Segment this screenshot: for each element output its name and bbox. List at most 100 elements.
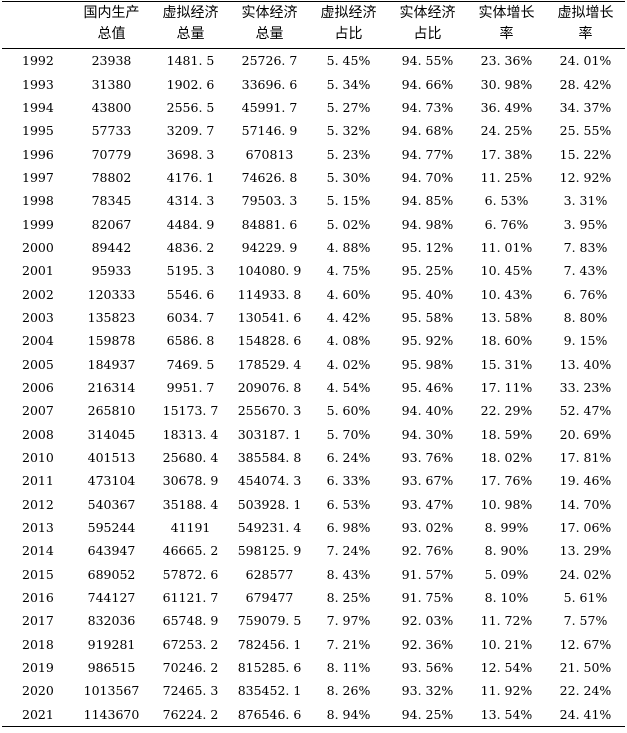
value-cell: 6. 53% [326,496,371,512]
table-row: 1995 57733 3209. 7 57146. 9 5. 32% 94. 68% 24.… [2,119,625,142]
value-cell: 1143670 [72,702,151,727]
value-cell: 835452. 1 [237,683,302,699]
table-row: 1997 78802 4176. 1 74626. 8 5. 30% 94. 70% 11.… [2,166,625,189]
value-cell: 4176. 1 [166,169,215,185]
value-cell: 57146. 9 [241,123,298,139]
value-cell: 14. 70% [559,496,612,512]
value-cell: 986515 [87,660,136,676]
value-cell: 22. 24% [559,683,612,699]
value-cell: 314045 [87,426,136,442]
value-cell: 265810 [87,403,136,419]
value-cell: 92. 03% [401,613,454,629]
value-cell: 5. 32% [326,123,371,139]
value-cell: 3698. 3 [166,146,215,162]
header-cell: 国内生产 [83,5,140,21]
value-cell: 1481. 5 [166,53,215,69]
value-cell: 18. 60% [480,333,533,349]
value-cell: 5. 61% [563,590,608,606]
value-cell: 6. 24% [326,450,371,466]
table-row: 1996 70779 3698. 3 670813 5. 23% 94. 77% 17. 3… [2,142,625,165]
value-cell: 5. 15% [326,193,371,209]
table-row: 2012 540367 35188. 4 503928. 1 6. 53% 93. 47%… [2,493,625,516]
value-cell: 11. 72% [480,613,533,629]
value-cell: 94. 70% [401,169,454,185]
table-row: 2003 135823 6034. 7 130541. 6 4. 42% 95. 58% 1… [2,306,625,329]
value-cell: 11. 01% [480,239,533,255]
value-cell: 7. 43% [563,263,608,279]
table-row: 2021 1143670 76224. 2 876546. 6 8. 94% 94. 25… [2,702,625,727]
value-cell: 120333 [87,286,136,302]
value-cell: 67253. 2 [162,636,219,652]
table-body: 1992 23938 1481. 5 25726. 7 5. 45% 94. 55% 23.… [2,49,625,727]
year-cell: 2008 [22,426,54,442]
value-cell: 24. 02% [559,566,612,582]
value-cell: 22. 29% [480,403,533,419]
header-cell: 总量 [230,24,309,49]
year-cell: 2002 [22,286,54,302]
value-cell: 92. 36% [401,636,454,652]
value-cell: 95. 92% [401,333,454,349]
value-cell: 8. 11% [326,660,371,676]
value-cell: 216314 [87,379,136,395]
value-cell: 10. 98% [480,496,533,512]
value-cell: 17. 81% [559,450,612,466]
value-cell: 24. 25% [480,123,533,139]
table-row: 2000 89442 4836. 2 94229. 9 4. 88% 95. 12% 11.… [2,236,625,259]
value-cell: 78345 [91,193,132,209]
table-row: 2020 1013567 72465. 3 835452. 1 8. 26% 93. 32… [2,679,625,702]
value-cell: 4. 42% [326,309,371,325]
value-cell: 41191 [170,520,211,536]
value-cell: 10. 45% [480,263,533,279]
value-cell: 94. 30% [401,426,454,442]
value-cell: 24. 41% [546,702,625,727]
table-row: 2017 832036 65748. 9 759079. 5 7. 97% 92. 03%… [2,609,625,632]
value-cell: 4. 08% [326,333,371,349]
value-cell: 33696. 6 [241,76,298,92]
table-header: 国内生产 虚拟经济 实体经济 虚拟经济 实体经济 实体增长 虚拟增长 总值 总量… [2,2,625,49]
value-cell: 25726. 7 [241,53,298,69]
value-cell: 94. 40% [401,403,454,419]
header-cell: 虚拟经济 [320,5,377,21]
value-cell: 94. 77% [401,146,454,162]
value-cell: 91. 57% [401,566,454,582]
value-cell: 19. 46% [559,473,612,489]
table-row: 2011 473104 30678. 9 454074. 3 6. 33% 93. 67%… [2,469,625,492]
value-cell: 82067 [91,216,132,232]
value-cell: 79503. 3 [241,193,298,209]
value-cell: 24. 01% [559,53,612,69]
value-cell: 95. 25% [401,263,454,279]
table-row: 2001 95933 5195. 3 104080. 9 4. 75% 95. 25% 10… [2,259,625,282]
year-cell: 1997 [22,169,54,185]
value-cell: 8. 43% [326,566,371,582]
value-cell: 643947 [87,543,136,559]
value-cell: 15. 22% [559,146,612,162]
value-cell: 154828. 6 [237,333,302,349]
value-cell: 7. 57% [563,613,608,629]
table-row: 2013 595244 41191 549231. 4 6. 98% 93. 02% 8. … [2,516,625,539]
value-cell: 70246. 2 [162,660,219,676]
value-cell: 4. 88% [326,239,371,255]
table-row: 2002 120333 5546. 6 114933. 8 4. 60% 95. 40% 1… [2,282,625,305]
value-cell: 184937 [87,356,136,372]
value-cell: 30678. 9 [162,473,219,489]
table-row: 2015 689052 57872. 6 628577 8. 43% 91. 57% 5. … [2,563,625,586]
value-cell: 94. 66% [401,76,454,92]
value-cell: 10. 21% [480,636,533,652]
value-cell: 2556. 5 [166,99,215,115]
header-cell [2,2,72,24]
value-cell: 876546. 6 [230,702,309,727]
value-cell: 8. 94% [309,702,388,727]
value-cell: 4836. 2 [166,239,215,255]
year-cell: 1993 [22,76,54,92]
year-cell: 2007 [22,403,54,419]
year-cell: 2020 [22,683,54,699]
value-cell: 159878 [87,333,136,349]
year-cell: 2010 [22,450,54,466]
value-cell: 209076. 8 [237,379,302,395]
value-cell: 94. 25% [388,702,467,727]
year-cell: 2013 [22,520,54,536]
table-row: 2019 986515 70246. 2 815285. 6 8. 11% 93. 56%… [2,656,625,679]
value-cell: 31380 [91,76,132,92]
year-cell: 2019 [22,660,54,676]
value-cell: 5546. 6 [166,286,215,302]
